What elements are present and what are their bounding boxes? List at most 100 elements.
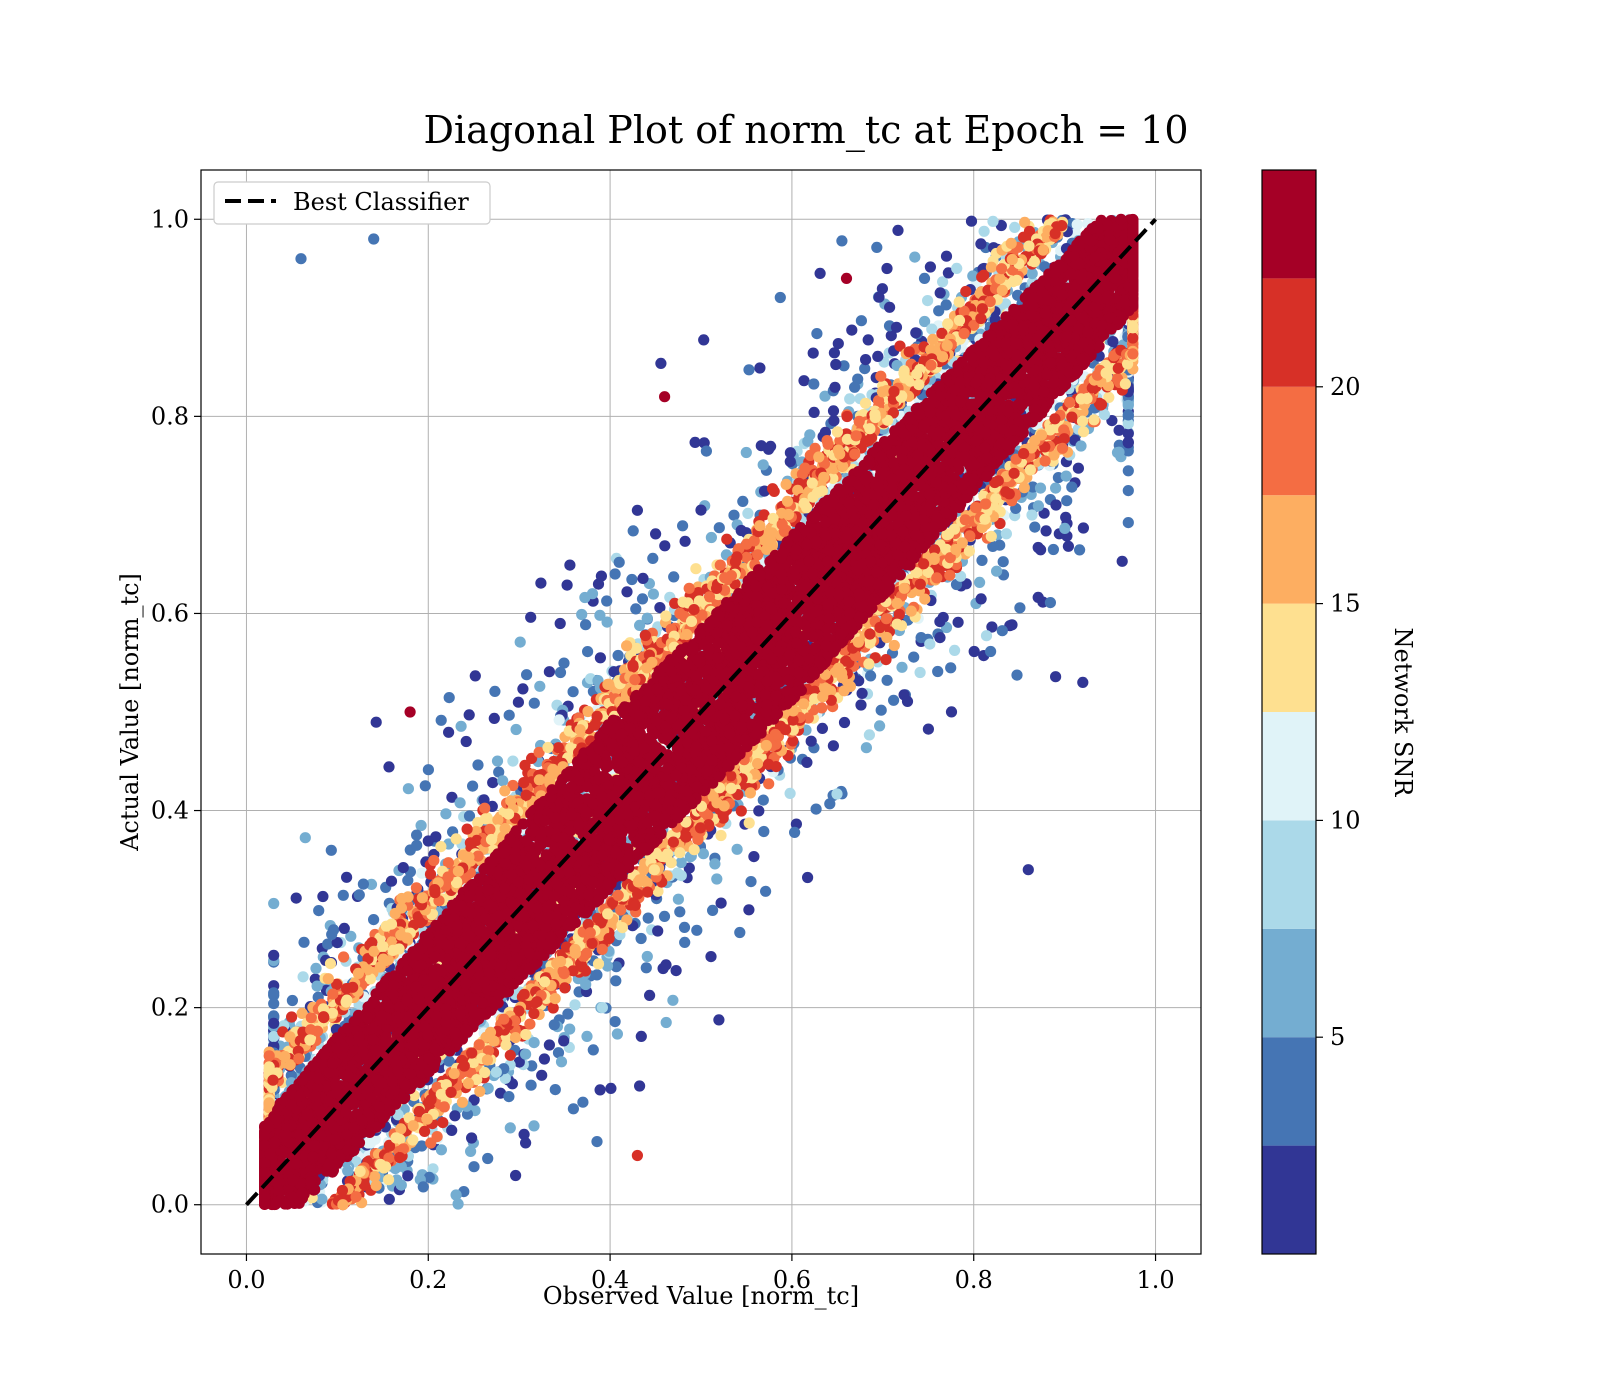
scatter-point	[731, 843, 743, 855]
scatter-point	[667, 994, 679, 1006]
scatter-point	[1066, 481, 1078, 493]
scatter-point	[679, 936, 691, 949]
scatter-point	[591, 1136, 603, 1148]
scatter-point	[874, 720, 886, 732]
scatter-point	[494, 1087, 507, 1099]
scatter-point	[465, 1145, 477, 1157]
scatter-point	[621, 586, 633, 598]
scatter-point	[713, 1014, 725, 1026]
scatter-point	[816, 722, 829, 735]
scatter-point	[1122, 409, 1134, 421]
scatter-point	[385, 875, 398, 887]
scatter-point	[1122, 465, 1134, 477]
scatter-point	[860, 742, 873, 754]
scatter-point	[728, 509, 740, 521]
scatter-point	[576, 608, 588, 621]
scatter-point	[952, 616, 964, 628]
scatter-point	[337, 889, 349, 901]
scatter-point	[924, 638, 936, 650]
scatter-point	[1113, 446, 1125, 458]
scatter-point	[909, 251, 921, 263]
scatter-point	[652, 925, 664, 937]
scatter-point	[587, 1044, 599, 1056]
scatter-point	[1032, 591, 1044, 604]
scatter-point	[737, 495, 749, 507]
scatter-point	[341, 871, 353, 883]
scatter-point	[896, 661, 908, 673]
scatter-point	[317, 890, 329, 903]
scatter-point	[415, 819, 427, 832]
scatter-point	[446, 791, 458, 803]
scatter-point	[564, 559, 576, 571]
scatter-point	[709, 858, 721, 870]
scatter-point	[543, 1039, 556, 1051]
scatter-point	[612, 649, 624, 662]
scatter-point	[1044, 597, 1056, 609]
scatter-point	[1116, 555, 1128, 567]
scatter-point	[901, 695, 914, 708]
scatter-point	[469, 670, 481, 682]
scatter-point	[940, 299, 952, 311]
scatter-point	[503, 1091, 515, 1103]
scatter-point	[443, 692, 455, 704]
scatter-point	[626, 573, 638, 586]
scatter-point	[535, 577, 547, 589]
scatter-point	[1060, 470, 1072, 482]
scatter-point	[875, 704, 887, 716]
scatter-point	[862, 334, 874, 346]
scatter-point	[454, 797, 466, 809]
scatter-point	[383, 1193, 395, 1205]
scatter-point	[627, 525, 639, 537]
scatter-point	[1077, 522, 1089, 534]
scatter-point	[512, 696, 525, 708]
scatter-point	[567, 1103, 580, 1115]
scatter-point	[945, 662, 957, 674]
scatter-point	[637, 572, 649, 585]
scatter-point	[828, 415, 840, 427]
scatter-point	[552, 1047, 565, 1059]
scatter-point	[922, 723, 935, 735]
scatter-point	[846, 324, 858, 336]
scatter-point	[610, 975, 622, 987]
scatter-point	[1050, 499, 1062, 511]
scatter-point	[641, 950, 653, 963]
scatter-point	[659, 540, 671, 552]
scatter-point	[313, 905, 325, 917]
scatter-point	[873, 291, 885, 303]
scatter-point	[924, 261, 937, 273]
scatter-point	[975, 238, 987, 250]
scatter-point	[660, 1016, 672, 1029]
scatter-point	[849, 381, 861, 393]
scatter-point	[827, 740, 840, 752]
scatter-point	[647, 588, 660, 600]
scatter-point	[691, 924, 703, 936]
scatter-point	[805, 735, 817, 747]
scatter-point	[440, 808, 452, 820]
scatter-point	[838, 716, 851, 729]
scatter-point	[660, 959, 672, 971]
scatter-point	[919, 315, 931, 328]
scatter-point	[518, 1128, 530, 1140]
scatter-point	[872, 350, 884, 362]
scatter-point	[932, 665, 944, 678]
scatter-point	[1000, 528, 1013, 540]
scatter-point	[482, 1152, 494, 1165]
scatter-point	[742, 507, 754, 519]
scatter-point	[763, 443, 775, 455]
scatter-point	[865, 670, 877, 682]
scatter-point	[449, 1110, 461, 1122]
scatter-point	[564, 1023, 576, 1035]
scatter-point	[754, 362, 766, 374]
scatter-point	[1029, 521, 1041, 533]
scatter-point	[493, 766, 505, 778]
scatter-point	[402, 1170, 414, 1182]
scatter-point	[1059, 522, 1071, 535]
scatter-point	[580, 619, 592, 631]
scatter-point	[497, 775, 509, 787]
scatter-point	[658, 910, 671, 923]
scatter-point	[745, 876, 757, 888]
scatter-point	[488, 712, 500, 725]
scatter-point	[995, 219, 1007, 232]
scatter-point	[472, 759, 484, 771]
